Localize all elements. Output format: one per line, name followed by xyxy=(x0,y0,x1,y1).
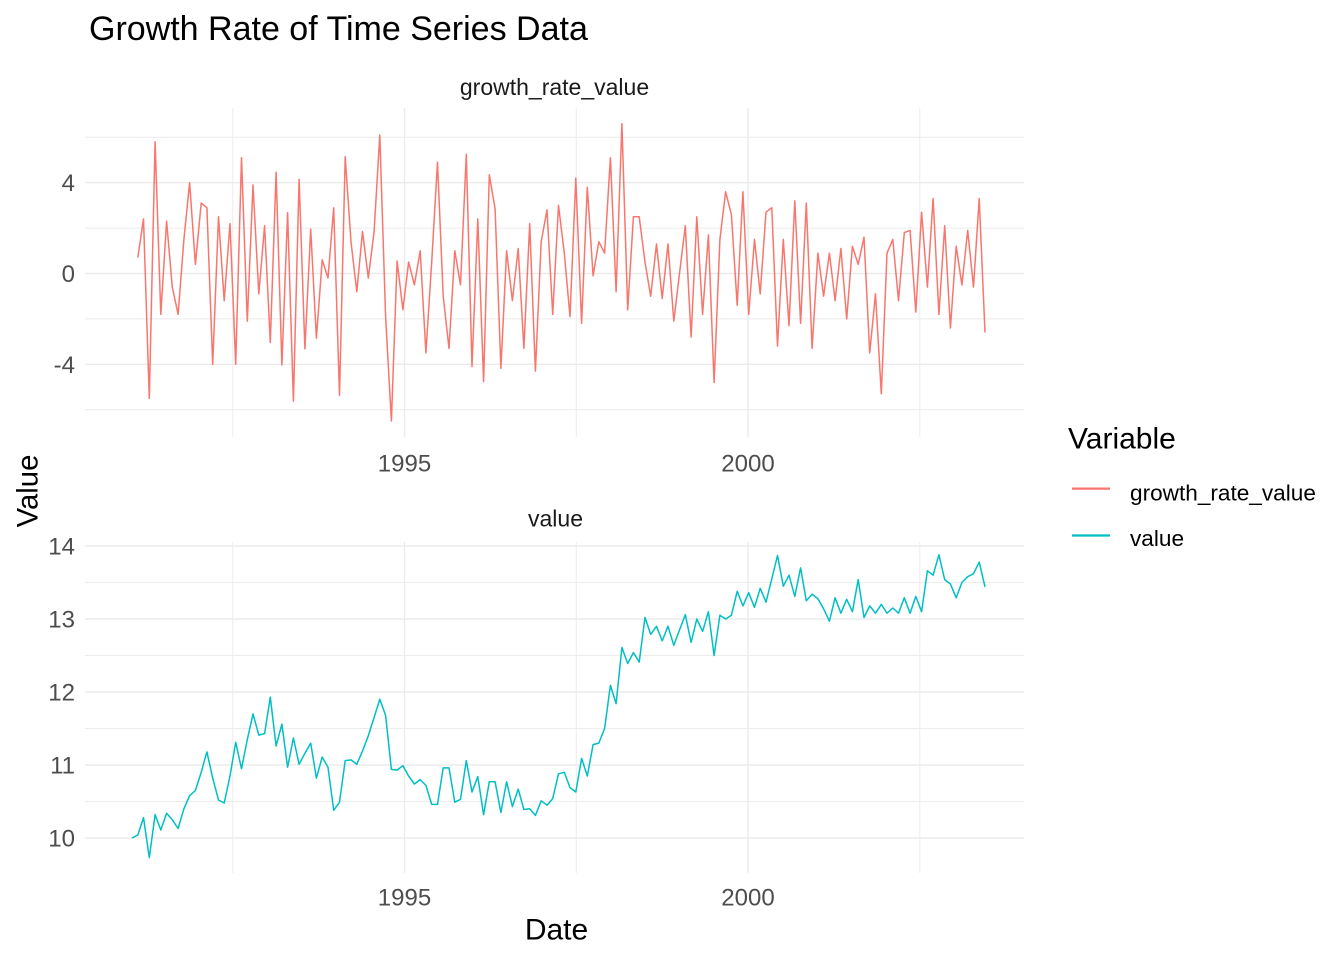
svg-text:12: 12 xyxy=(48,680,75,707)
svg-text:1995: 1995 xyxy=(378,885,431,912)
svg-text:growth_rate_value: growth_rate_value xyxy=(1130,481,1316,506)
svg-text:11: 11 xyxy=(50,753,75,780)
svg-text:Date: Date xyxy=(525,914,588,947)
svg-text:2000: 2000 xyxy=(721,451,774,478)
svg-text:value: value xyxy=(1130,526,1184,551)
svg-text:2000: 2000 xyxy=(721,885,774,912)
svg-text:4: 4 xyxy=(62,170,75,197)
svg-text:-4: -4 xyxy=(54,352,75,379)
svg-text:13: 13 xyxy=(48,607,75,634)
svg-text:Growth Rate of Time Series Dat: Growth Rate of Time Series Data xyxy=(89,10,588,48)
svg-text:10: 10 xyxy=(48,826,75,853)
svg-text:1995: 1995 xyxy=(378,451,431,478)
svg-text:value: value xyxy=(528,506,583,532)
svg-text:Variable: Variable xyxy=(1068,423,1176,456)
svg-text:14: 14 xyxy=(48,534,75,561)
svg-text:0: 0 xyxy=(62,261,75,288)
svg-text:growth_rate_value: growth_rate_value xyxy=(460,74,649,100)
svg-text:Value: Value xyxy=(12,455,45,528)
